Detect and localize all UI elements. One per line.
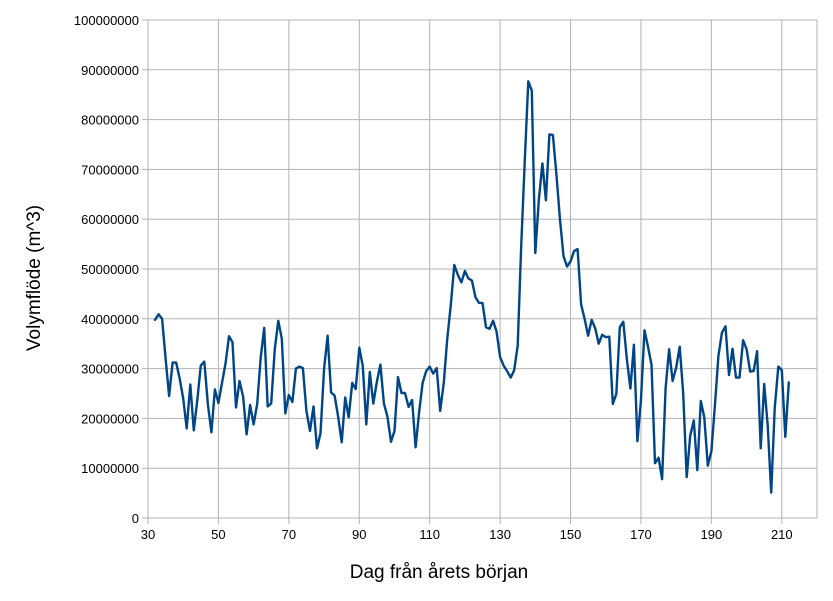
y-tick-label: 100000000 — [74, 13, 139, 28]
y-tick-label: 10000000 — [81, 461, 139, 476]
x-tick-label: 130 — [489, 527, 511, 542]
x-tick-label: 70 — [282, 527, 296, 542]
x-tick-label: 170 — [630, 527, 652, 542]
x-tick-label: 30 — [141, 527, 155, 542]
y-tick-label: 90000000 — [81, 63, 139, 78]
y-tick-label: 40000000 — [81, 312, 139, 327]
x-tick-label: 50 — [211, 527, 225, 542]
y-tick-label: 60000000 — [81, 212, 139, 227]
series-layer — [153, 80, 790, 494]
series-line — [153, 80, 790, 494]
y-tick-label: 80000000 — [81, 113, 139, 128]
y-tick-label: 0 — [132, 511, 139, 526]
x-tick-label: 90 — [352, 527, 366, 542]
x-tick-label: 110 — [419, 527, 440, 542]
x-tick-label: 150 — [560, 527, 582, 542]
y-axis-title: Volymflöde (m^3) — [24, 205, 45, 351]
tick-labels: 0 10000000 20000000 30000000 40000000 5000000… — [74, 13, 793, 542]
y-tick-label: 30000000 — [81, 362, 139, 377]
y-tick-label: 20000000 — [81, 411, 139, 426]
grid-lines — [142, 19, 818, 524]
x-tick-label: 210 — [771, 527, 793, 542]
x-axis-title: Dag från årets början — [350, 562, 529, 583]
y-tick-label: 50000000 — [81, 262, 139, 277]
y-tick-label: 70000000 — [81, 162, 139, 177]
x-tick-label: 190 — [701, 527, 723, 542]
